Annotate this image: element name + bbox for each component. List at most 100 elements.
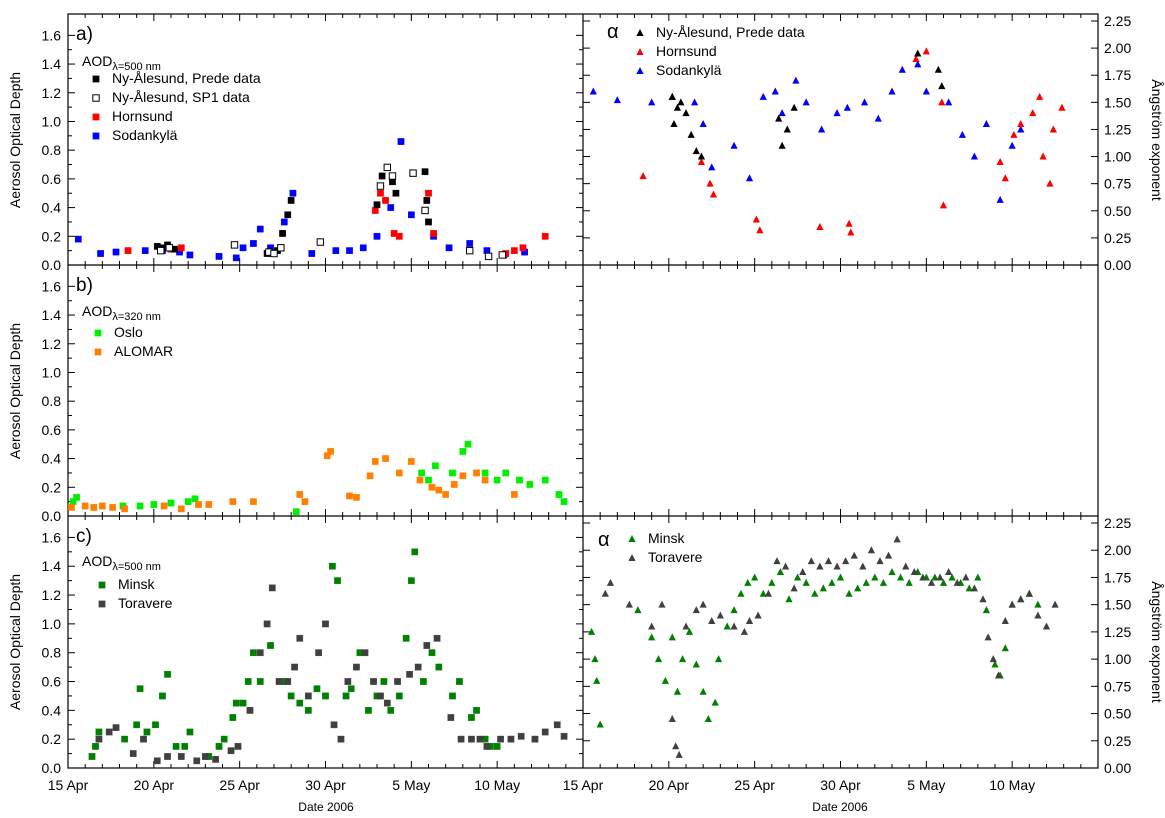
data-point <box>759 589 767 597</box>
data-point <box>939 201 948 209</box>
data-layer <box>68 47 1066 765</box>
legend-entry-hornsund: Hornsund <box>636 43 717 59</box>
data-point <box>425 218 432 226</box>
y-tick-label: 1.4 <box>42 307 62 323</box>
data-point <box>88 753 96 760</box>
data-point <box>121 505 128 513</box>
data-point <box>435 663 443 671</box>
y2-tick-label: 0.25 <box>1104 230 1131 246</box>
data-point <box>172 743 180 750</box>
series-sodankyla <box>74 138 528 262</box>
data-point <box>177 753 185 760</box>
data-point <box>802 578 810 586</box>
data-point <box>905 578 913 586</box>
data-point <box>361 649 369 657</box>
data-point <box>411 548 419 556</box>
data-point <box>910 568 918 575</box>
data-point <box>371 458 379 465</box>
data-point <box>418 469 425 477</box>
data-point <box>481 476 489 484</box>
data-point <box>165 244 173 252</box>
data-point <box>157 246 165 255</box>
data-point <box>914 49 922 57</box>
data-point <box>816 223 824 231</box>
panel-label-c: c) <box>76 526 92 547</box>
data-point <box>468 714 475 721</box>
data-point <box>153 757 161 765</box>
y-tick-label: 1.6 <box>42 27 62 43</box>
data-point <box>184 498 192 505</box>
data-point <box>315 649 322 657</box>
data-point <box>745 174 754 182</box>
data-point <box>73 493 80 501</box>
data-point <box>433 634 441 642</box>
series-minsk <box>88 548 501 760</box>
data-point <box>95 735 103 743</box>
x-tick-label: 30 Apr <box>820 777 861 793</box>
data-point <box>850 551 858 559</box>
data-point <box>690 98 699 106</box>
data-point <box>456 678 463 685</box>
legend-entry-minsk: Minsk <box>98 576 156 592</box>
x-axis-label-left: Date 2006 <box>298 800 354 814</box>
data-point <box>435 486 443 494</box>
data-point <box>723 622 731 630</box>
legend-label: Ny-Ålesund, SP1 data <box>112 89 250 105</box>
data-point <box>344 678 352 685</box>
y-tick-label: 1.4 <box>42 56 62 72</box>
series-alomar <box>68 448 518 513</box>
data-point <box>232 699 240 707</box>
y-tick-label: 0.0 <box>42 508 62 524</box>
series-oslo <box>69 440 568 516</box>
data-point <box>871 573 879 581</box>
legend-entry-toravere: Toravere <box>628 549 703 565</box>
legend-label: Toravere <box>648 549 703 565</box>
y2-tick-label: 0.50 <box>1104 706 1131 722</box>
y-tick-label: 1.2 <box>42 336 62 352</box>
data-point <box>136 685 144 693</box>
panel-labels: a) b) c) AODλ=500 nm AODλ=320 nm AODλ=50… <box>76 21 619 573</box>
data-point <box>346 247 353 254</box>
data-point <box>395 692 403 700</box>
data-point <box>129 750 137 757</box>
data-point <box>1017 595 1025 603</box>
axis-labels: Aerosol Optical Depth Aerosol Optical De… <box>7 72 1165 814</box>
legend-label: Minsk <box>648 530 686 546</box>
y-axis-label-c: Aerosol Optical Depth <box>7 574 23 710</box>
y2-tick-label: 0.00 <box>1104 760 1131 776</box>
data-point <box>613 96 621 104</box>
data-point <box>109 504 116 511</box>
data-point <box>419 678 427 685</box>
data-point <box>177 244 185 252</box>
data-point <box>843 103 851 111</box>
data-point <box>589 87 597 95</box>
data-point <box>387 707 395 714</box>
data-point <box>730 622 738 630</box>
data-point <box>1036 92 1044 100</box>
data-point <box>395 469 403 477</box>
data-point <box>634 606 642 614</box>
legend-marker <box>92 113 100 121</box>
data-point <box>699 120 707 128</box>
aod-label-b: AODλ=320 nm <box>82 303 161 323</box>
data-point <box>287 197 295 204</box>
data-point <box>365 707 372 714</box>
data-point <box>229 498 237 505</box>
legend-label: ALOMAR <box>114 343 173 359</box>
data-point <box>807 557 815 565</box>
aod-sub-a: λ=500 nm <box>112 61 161 73</box>
data-point <box>215 743 223 750</box>
data-point <box>296 699 304 707</box>
legend-entry-sodankyla: Sodankylä <box>636 62 722 78</box>
data-point <box>164 753 171 760</box>
data-point <box>229 714 237 721</box>
data-point <box>376 182 385 190</box>
data-point <box>466 240 474 247</box>
data-point <box>191 495 199 503</box>
data-point <box>141 247 149 254</box>
data-point <box>593 676 601 684</box>
data-point <box>346 492 353 500</box>
aod-prefix-b: AOD <box>82 303 112 319</box>
data-point <box>160 502 168 510</box>
y2-tick-label: 1.75 <box>1104 67 1131 83</box>
